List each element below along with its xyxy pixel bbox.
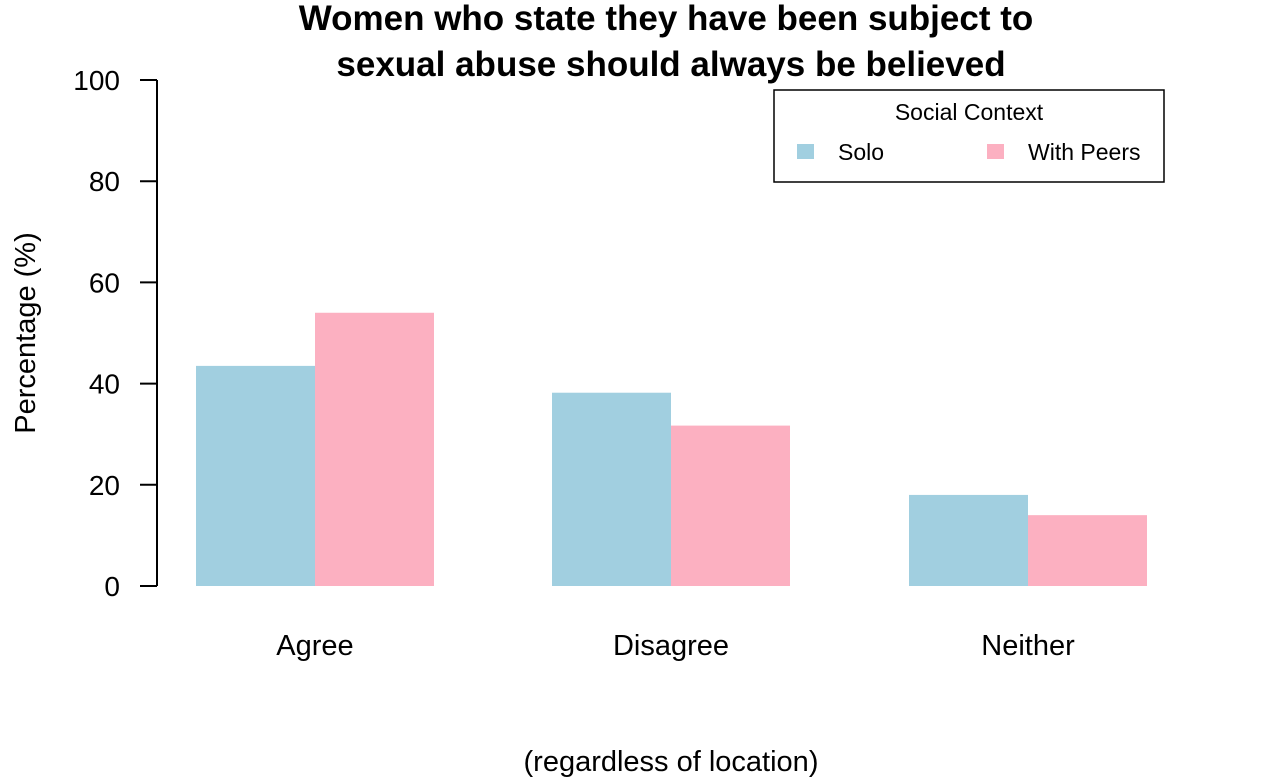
bar-agree-solo — [196, 365, 315, 586]
y-axis-ticks: 0 20 40 60 80 100 — [73, 65, 157, 602]
x-axis-label: (regardless of location) — [524, 746, 819, 778]
chart-title-line-1: Women who state they have been subject t… — [299, 0, 1034, 38]
y-tick-label: 20 — [89, 470, 120, 501]
y-tick-label: 0 — [104, 571, 120, 602]
legend-title: Social Context — [895, 99, 1044, 125]
legend-label-solo: Solo — [838, 139, 884, 165]
y-tick-label: 40 — [89, 369, 120, 400]
bar-neither-solo — [909, 494, 1028, 586]
y-tick-label: 60 — [89, 267, 120, 298]
legend-box — [773, 89, 1165, 183]
bars-group — [196, 312, 1147, 586]
y-tick-label: 80 — [89, 166, 120, 197]
bar-neither-with-peers — [1028, 515, 1147, 586]
legend-swatch-with-peers — [987, 144, 1004, 159]
category-label-neither: Neither — [981, 630, 1075, 662]
category-label-disagree: Disagree — [613, 630, 729, 662]
y-axis-label: Percentage (%) — [10, 232, 42, 434]
legend: Social Context Solo With Peers — [773, 89, 1165, 183]
category-labels: Agree Disagree Neither — [276, 630, 1075, 662]
bar-disagree-with-peers — [671, 425, 790, 586]
legend-label-with-peers: With Peers — [1028, 139, 1140, 165]
chart-title-line-2: sexual abuse should always be believed — [336, 45, 1005, 84]
bar-agree-with-peers — [315, 312, 434, 586]
bar-disagree-solo — [552, 392, 671, 586]
category-label-agree: Agree — [276, 630, 353, 662]
y-tick-label: 100 — [73, 65, 120, 96]
legend-swatch-solo — [797, 144, 814, 159]
